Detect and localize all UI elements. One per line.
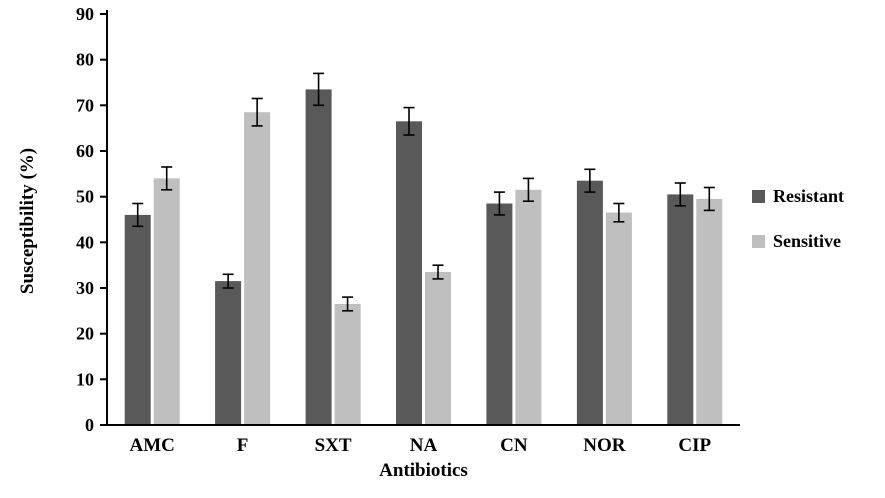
y-tick-label: 20 <box>76 324 94 344</box>
bar-NA-Sensitive <box>425 272 451 425</box>
bar-SXT-Resistant <box>305 89 332 426</box>
bar-SXT-Sensitive <box>334 304 361 425</box>
bar-AMC-Resistant <box>124 214 151 425</box>
y-tick-label: 30 <box>76 278 94 298</box>
y-tick-label: 80 <box>76 50 94 70</box>
y-tick-label: 40 <box>76 232 94 252</box>
bar-F-Sensitive <box>244 112 271 425</box>
y-tick-label: 10 <box>76 369 94 389</box>
x-axis-title: Antibiotics <box>379 460 468 481</box>
x-category-label: NA <box>410 435 438 456</box>
legend-swatch-resistant <box>752 190 765 203</box>
y-tick-label: 0 <box>85 415 94 435</box>
y-tick-label: 90 <box>76 4 94 24</box>
legend-label-sensitive: Sensitive <box>773 231 842 251</box>
x-category-label: NOR <box>583 435 626 456</box>
bar-F-Resistant <box>215 281 242 425</box>
bar-CIP-Sensitive <box>696 198 723 425</box>
x-category-label: CIP <box>678 435 711 456</box>
y-tick-label: 50 <box>76 187 94 207</box>
bar-CN-Resistant <box>486 203 513 425</box>
bar-AMC-Sensitive <box>153 178 180 425</box>
x-category-label: F <box>237 435 249 456</box>
y-tick-label: 60 <box>76 141 94 161</box>
bar-NOR-Sensitive <box>605 212 632 425</box>
bar-CN-Sensitive <box>515 189 542 425</box>
legend: Resistant Sensitive <box>752 186 844 252</box>
y-tick-label: 70 <box>76 95 94 115</box>
legend-swatch-sensitive <box>752 235 765 248</box>
bar-CIP-Resistant <box>667 194 694 425</box>
x-category-label: SXT <box>315 435 352 456</box>
bar-NOR-Resistant <box>576 180 603 425</box>
legend-label-resistant: Resistant <box>773 186 844 206</box>
legend-item-sensitive: Sensitive <box>752 231 844 252</box>
x-category-label: AMC <box>130 435 175 456</box>
y-axis-title: Susceptibility (%) <box>17 147 38 295</box>
legend-item-resistant: Resistant <box>752 186 844 207</box>
x-category-label: CN <box>500 435 528 456</box>
bar-NA-Resistant <box>396 121 422 426</box>
